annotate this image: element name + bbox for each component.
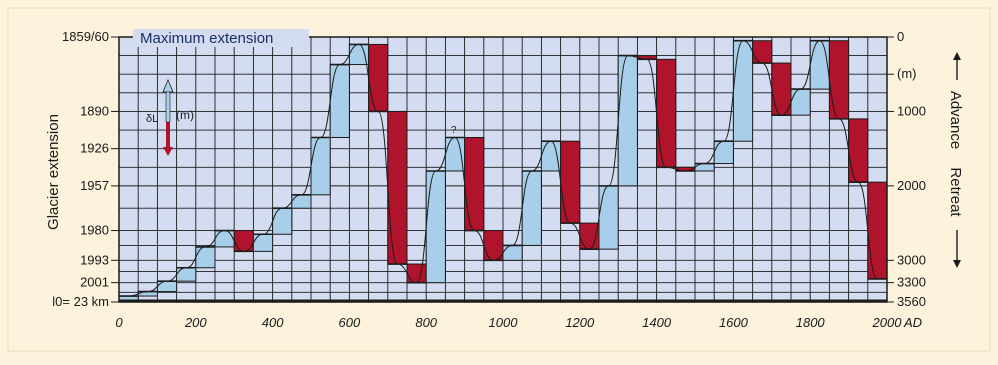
advance-bar <box>618 56 637 186</box>
x-tick-label: 1800 <box>796 315 826 330</box>
advance-bar <box>810 41 829 89</box>
y-tick-label: 1859/60 <box>62 29 109 44</box>
x-tick-label: 600 <box>339 315 361 330</box>
y2-tick-label: 2000 <box>897 178 926 193</box>
retreat-bar <box>849 119 868 182</box>
x-tick-label: 2000 <box>872 315 903 330</box>
advance-bar <box>292 195 311 208</box>
x-tick-label: 1000 <box>489 315 519 330</box>
advance-bar <box>215 231 234 247</box>
x-tick-label: 800 <box>415 315 437 330</box>
x-tick-label: 0 <box>115 315 123 330</box>
advance-bar <box>599 186 618 249</box>
y-tick-label: 1957 <box>80 178 109 193</box>
y-tick-label: 1926 <box>80 141 109 156</box>
advance-bar <box>714 141 733 163</box>
y-tick-label: 1890 <box>80 103 109 118</box>
retreat-label: Retreat <box>947 167 964 217</box>
y-tick-label: 1993 <box>80 252 109 267</box>
uncertain-marker: ? <box>451 125 457 136</box>
retreat-bar <box>561 141 580 223</box>
advance-bar <box>273 208 292 234</box>
y2-tick-label: (m) <box>897 66 917 81</box>
advance-bar <box>177 268 196 281</box>
x-tick-label: 200 <box>184 315 207 330</box>
retreat-bar <box>829 41 848 119</box>
legend-symbol: δL <box>146 113 158 125</box>
y-tick-label: 1980 <box>80 223 109 238</box>
advance-bar <box>522 171 541 245</box>
retreat-bar <box>388 111 407 264</box>
advance-label: Advance <box>947 91 964 149</box>
retreat-bar <box>407 264 426 283</box>
y-axis-title: Glacier extension <box>45 114 62 230</box>
retreat-bar <box>772 63 791 115</box>
y-tick-label: l0= 23 km <box>52 294 109 309</box>
advance-bar <box>253 234 272 251</box>
x-tick-label: 400 <box>262 315 284 330</box>
retreat-bar <box>465 137 484 230</box>
title-box: Maximum extension <box>133 29 309 47</box>
retreat-bar <box>369 44 388 111</box>
x-tick-label: 1400 <box>642 315 672 330</box>
advance-bar <box>791 89 810 115</box>
legend-retreat-shaft <box>166 122 170 147</box>
retreat-bar <box>753 41 772 63</box>
chart-title: Maximum extension <box>140 30 273 47</box>
y-tick-label: 2001 <box>80 275 109 290</box>
y2-tick-label: 3000 <box>897 252 926 267</box>
advance-bar <box>445 137 464 170</box>
advance-bar <box>330 65 349 138</box>
legend-unit: (m) <box>176 108 194 122</box>
advance-bar <box>196 247 215 268</box>
retreat-bar <box>657 59 676 167</box>
y2-tick-label: 1000 <box>897 103 926 118</box>
y2-tick-label: 3560 <box>897 294 926 309</box>
y2-tick-label: 3300 <box>897 275 926 290</box>
advance-bar <box>426 171 445 283</box>
x-axis-unit: AD <box>903 315 922 330</box>
advance-bar <box>541 141 560 171</box>
x-tick-label: 1200 <box>565 315 595 330</box>
advance-bar <box>503 245 522 260</box>
retreat-bar <box>868 182 887 279</box>
advance-bar <box>733 41 752 141</box>
advance-bar <box>157 281 176 291</box>
x-tick-label: 1600 <box>719 315 749 330</box>
y2-tick-label: 0 <box>897 29 904 44</box>
advance-bar <box>695 164 714 171</box>
legend-advance-shaft <box>166 92 170 122</box>
retreat-bar <box>484 231 503 261</box>
advance-bar <box>311 137 330 194</box>
